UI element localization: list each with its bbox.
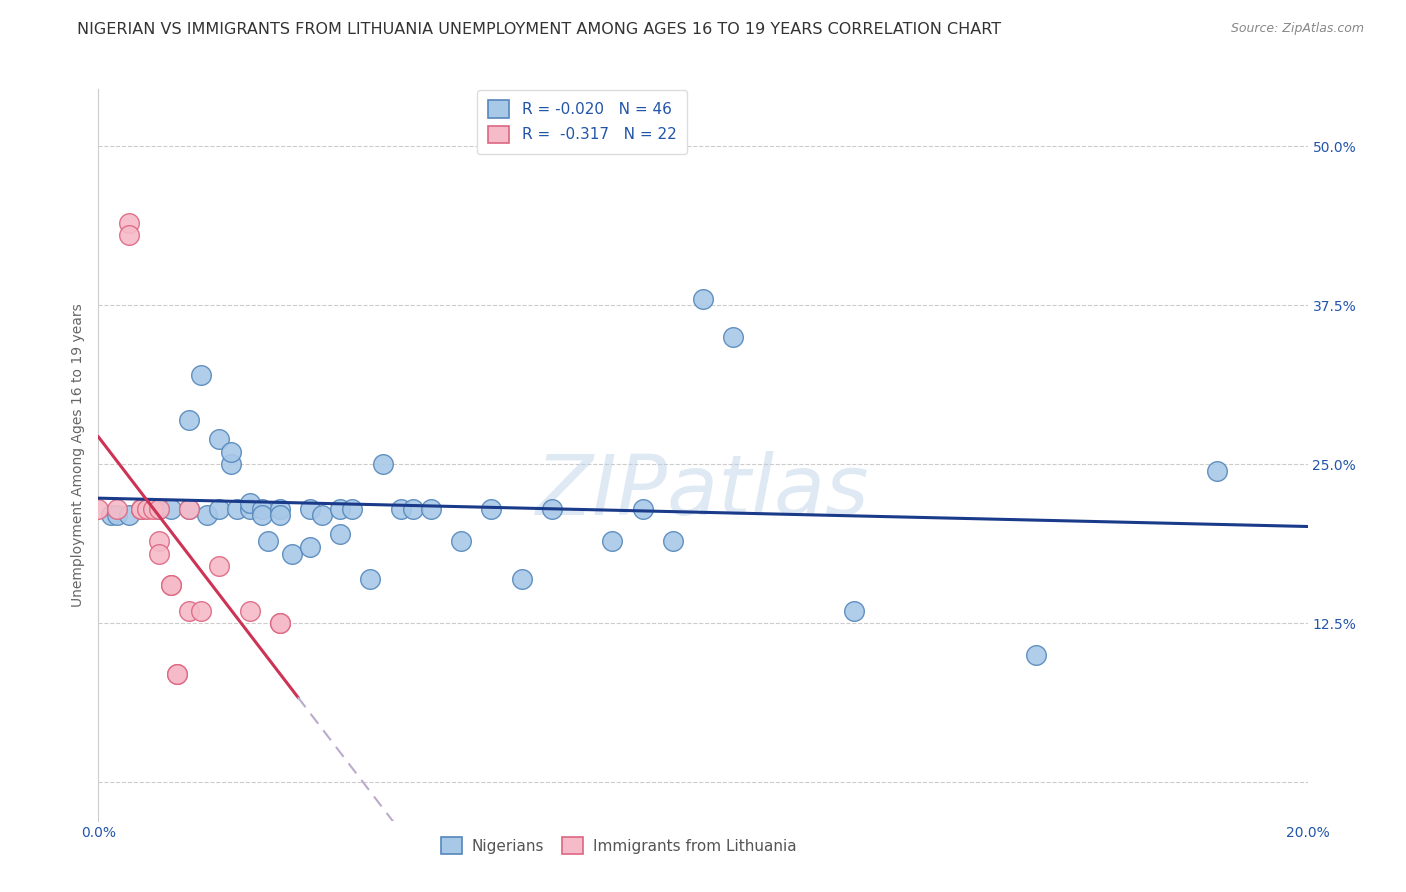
- Point: [148, 547, 170, 561]
- Y-axis label: Unemployment Among Ages 16 to 19 years: Unemployment Among Ages 16 to 19 years: [72, 303, 86, 607]
- Point: [1024, 648, 1046, 663]
- Text: Source: ZipAtlas.com: Source: ZipAtlas.com: [1230, 22, 1364, 36]
- Point: [510, 572, 533, 586]
- Point: [269, 502, 291, 516]
- Point: [142, 502, 165, 516]
- Point: [329, 527, 352, 541]
- Point: [135, 502, 157, 516]
- Point: [239, 502, 262, 516]
- Point: [389, 502, 412, 516]
- Point: [221, 444, 243, 458]
- Point: [148, 502, 170, 516]
- Point: [692, 292, 714, 306]
- Point: [87, 502, 110, 516]
- Point: [450, 533, 472, 548]
- Point: [221, 458, 243, 472]
- Point: [371, 458, 394, 472]
- Point: [208, 432, 231, 446]
- Point: [256, 533, 278, 548]
- Point: [160, 578, 183, 592]
- Point: [118, 508, 141, 523]
- Point: [160, 578, 183, 592]
- Point: [166, 667, 188, 681]
- Point: [190, 368, 212, 383]
- Point: [148, 502, 170, 516]
- Point: [179, 502, 201, 516]
- Point: [311, 508, 333, 523]
- Point: [226, 502, 249, 516]
- Point: [250, 508, 273, 523]
- Point: [239, 604, 262, 618]
- Point: [661, 533, 683, 548]
- Point: [269, 616, 291, 631]
- Point: [269, 508, 291, 523]
- Point: [269, 616, 291, 631]
- Point: [481, 502, 503, 516]
- Point: [105, 508, 128, 523]
- Text: ZIPatlas: ZIPatlas: [536, 451, 870, 532]
- Point: [148, 533, 170, 548]
- Point: [1206, 464, 1229, 478]
- Point: [329, 502, 352, 516]
- Point: [239, 495, 262, 509]
- Point: [129, 502, 152, 516]
- Point: [631, 502, 654, 516]
- Point: [208, 559, 231, 574]
- Point: [342, 502, 364, 516]
- Point: [118, 216, 141, 230]
- Point: [299, 502, 322, 516]
- Point: [402, 502, 425, 516]
- Point: [179, 604, 201, 618]
- Point: [250, 502, 273, 516]
- Point: [166, 667, 188, 681]
- Point: [420, 502, 443, 516]
- Point: [100, 508, 122, 523]
- Point: [195, 508, 218, 523]
- Legend: Nigerians, Immigrants from Lithuania: Nigerians, Immigrants from Lithuania: [434, 830, 803, 861]
- Point: [360, 572, 382, 586]
- Point: [118, 228, 141, 243]
- Point: [844, 604, 866, 618]
- Point: [129, 502, 152, 516]
- Point: [105, 502, 128, 516]
- Point: [299, 540, 322, 554]
- Point: [160, 502, 183, 516]
- Point: [190, 604, 212, 618]
- Point: [208, 502, 231, 516]
- Point: [179, 502, 201, 516]
- Point: [129, 502, 152, 516]
- Point: [281, 547, 304, 561]
- Point: [179, 413, 201, 427]
- Text: NIGERIAN VS IMMIGRANTS FROM LITHUANIA UNEMPLOYMENT AMONG AGES 16 TO 19 YEARS COR: NIGERIAN VS IMMIGRANTS FROM LITHUANIA UN…: [77, 22, 1001, 37]
- Point: [540, 502, 562, 516]
- Point: [723, 330, 745, 344]
- Point: [602, 533, 624, 548]
